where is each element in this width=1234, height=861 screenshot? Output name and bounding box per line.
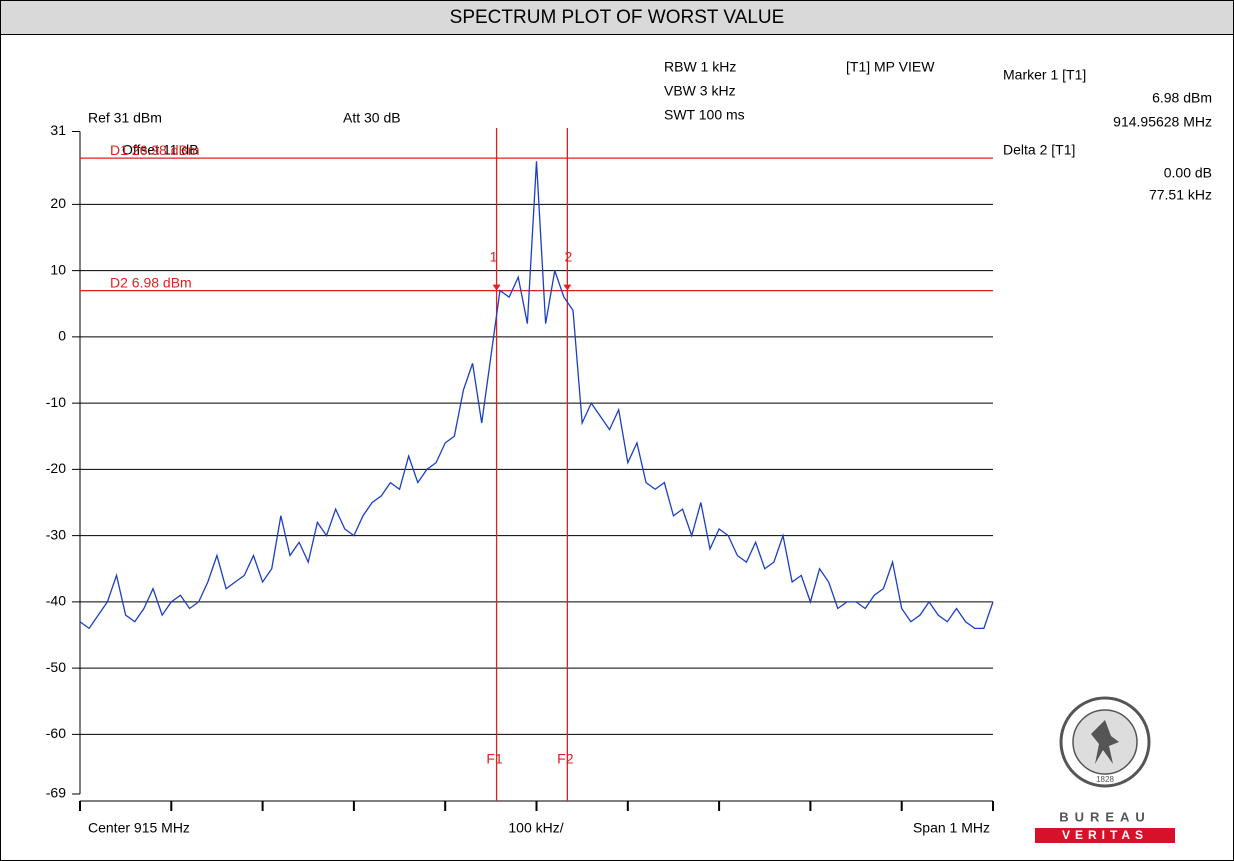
- logo-word: BUREAU: [1059, 809, 1151, 824]
- annotation: 100 kHz/: [508, 820, 563, 836]
- marker: [563, 284, 572, 291]
- y-tick-label: 20: [50, 195, 66, 211]
- frequency-line-label: F2: [557, 751, 574, 767]
- annotation: Ref 31 dBm: [88, 110, 162, 126]
- chart-title: SPECTRUM PLOT OF WORST VALUE: [450, 7, 785, 28]
- annotation: 77.51 kHz: [1149, 187, 1212, 203]
- annotation: Span 1 MHz: [913, 820, 990, 836]
- display-line-label: D2 6.98 dBm: [110, 274, 192, 290]
- y-tick-label: -30: [46, 526, 66, 542]
- header-bar: [0, 0, 1234, 35]
- annotation: Center 915 MHz: [88, 820, 190, 836]
- annotation: 6.98 dBm: [1152, 90, 1212, 106]
- annotation: Offset 11 dB: [122, 142, 199, 158]
- y-tick-label: 31: [50, 122, 66, 138]
- y-tick-label: -20: [46, 460, 66, 476]
- y-tick-label: 10: [50, 261, 66, 277]
- y-tick-label: -40: [46, 593, 66, 609]
- annotation: Att 30 dB: [343, 110, 401, 126]
- display-line-label: D1 26.98 dBm: [110, 142, 200, 158]
- annotation: [T1] MP VIEW: [846, 59, 935, 75]
- annotation: 0.00 dB: [1164, 165, 1212, 181]
- annotation: Delta 2 [T1]: [1003, 142, 1075, 158]
- logo-year: 1828: [1096, 775, 1114, 784]
- y-tick-label: -50: [46, 659, 66, 675]
- logo-figure: [1091, 720, 1119, 764]
- marker-label: 2: [564, 249, 572, 265]
- y-tick-label: -69: [46, 785, 66, 801]
- annotation: RBW 1 kHz: [664, 59, 736, 75]
- frequency-line-label: F1: [486, 751, 503, 767]
- y-tick-label: -60: [46, 725, 66, 741]
- marker: [492, 284, 501, 291]
- annotation: Marker 1 [T1]: [1003, 67, 1086, 83]
- marker-label: 1: [490, 249, 498, 265]
- logo-band: [1035, 828, 1175, 843]
- logo-ring: [1059, 696, 1151, 788]
- logo-word: VERITAS: [1062, 828, 1148, 842]
- y-tick-label: -10: [46, 394, 66, 410]
- annotation: SWT 100 ms: [664, 107, 745, 123]
- annotation: 914.95628 MHz: [1113, 114, 1212, 130]
- trace-line: [79, 161, 994, 630]
- y-tick-label: 0: [58, 328, 66, 344]
- annotation: VBW 3 kHz: [664, 83, 736, 99]
